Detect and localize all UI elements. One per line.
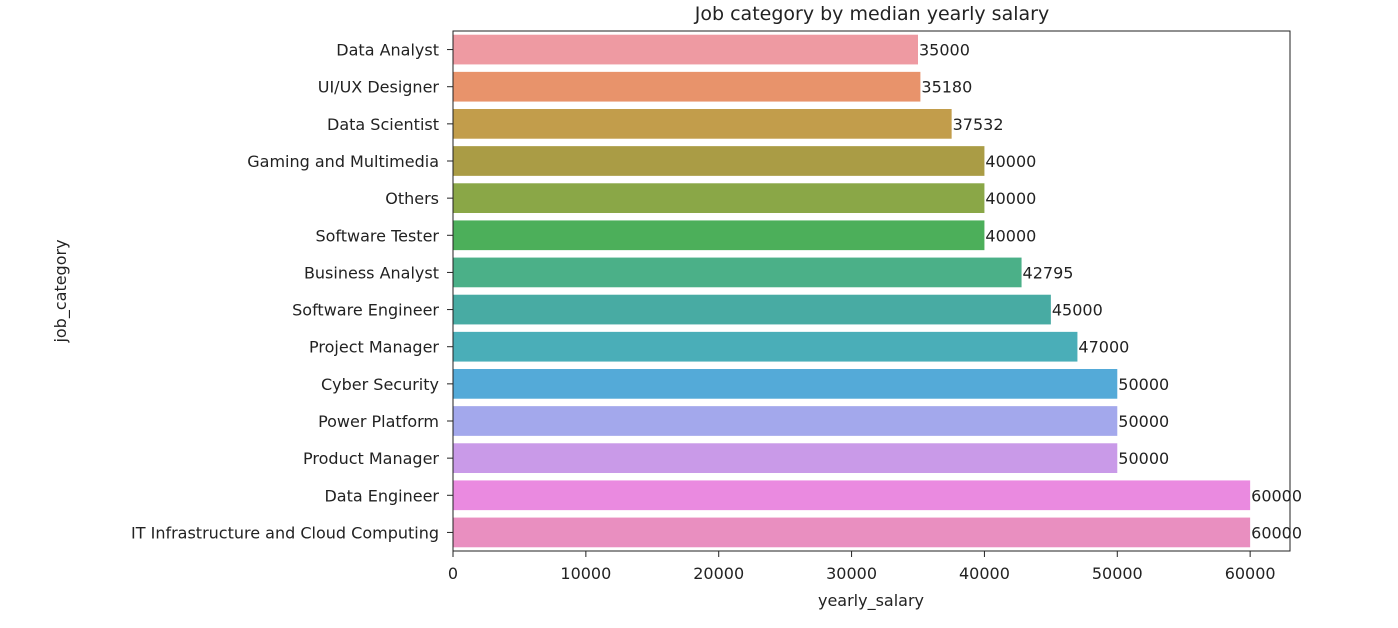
data-label: 50000 [1118, 375, 1169, 394]
x-tick-label: 0 [448, 564, 458, 583]
bar [453, 146, 985, 176]
x-axis: 0 10000 20000 30000 40000 50000 60000 [448, 551, 1276, 583]
y-tick-label: Data Scientist [327, 115, 439, 134]
data-label: 50000 [1118, 412, 1169, 431]
bars-layer [453, 34, 1251, 548]
bar [453, 294, 1051, 325]
bar [453, 480, 1251, 511]
data-label: 35180 [921, 78, 972, 97]
bar [453, 369, 1118, 399]
x-tick-label: 20000 [693, 564, 744, 583]
data-label: 37532 [953, 115, 1004, 134]
chart-title: Job category by median yearly salary [694, 3, 1049, 25]
bar [453, 71, 921, 102]
y-tick-label: Cyber Security [321, 375, 439, 394]
data-label: 50000 [1118, 449, 1169, 468]
data-labels-layer: 35000 35180 37532 40000 40000 40000 42795 45000… [919, 41, 1302, 543]
x-tick-label: 30000 [826, 564, 877, 583]
y-tick-label: UI/UX Designer [318, 78, 440, 97]
data-label: 60000 [1251, 486, 1302, 505]
data-label: 60000 [1251, 523, 1302, 542]
y-tick-label: Business Analyst [304, 263, 439, 282]
data-label: 40000 [985, 226, 1036, 245]
y-tick-label: Data Engineer [324, 486, 439, 505]
x-tick-label: 10000 [560, 564, 611, 583]
y-tick-label: Gaming and Multimedia [247, 152, 439, 171]
data-label: 40000 [985, 152, 1036, 171]
y-tick-label: IT Infrastructure and Cloud Computing [131, 523, 439, 542]
bar [453, 109, 952, 139]
bar [453, 34, 918, 65]
data-label: 45000 [1052, 301, 1103, 320]
data-label: 47000 [1078, 338, 1129, 357]
x-tick-label: 60000 [1225, 564, 1276, 583]
bar [453, 220, 985, 251]
bar [453, 517, 1251, 548]
bar [453, 257, 1022, 288]
bar [453, 331, 1078, 362]
data-label: 35000 [919, 41, 970, 60]
y-tick-label: Product Manager [303, 449, 439, 468]
x-axis-title: yearly_salary [818, 591, 924, 611]
x-tick-label: 40000 [959, 564, 1010, 583]
data-label: 42795 [1023, 263, 1074, 282]
bar [453, 183, 985, 213]
bar [453, 406, 1118, 436]
y-tick-label: Software Tester [315, 226, 439, 245]
data-label: 40000 [985, 189, 1036, 208]
y-axis: Data Analyst UI/UX Designer Data Scientist… [131, 41, 453, 542]
bar [453, 443, 1118, 473]
plot-frame [452, 30, 1291, 552]
y-axis-title: job_category [51, 239, 71, 343]
y-tick-label: Project Manager [309, 338, 439, 357]
y-tick-label: Software Engineer [292, 301, 439, 320]
y-tick-label: Others [385, 189, 439, 208]
y-tick-label: Power Platform [318, 412, 439, 431]
y-tick-label: Data Analyst [336, 41, 439, 60]
x-tick-label: 50000 [1092, 564, 1143, 583]
